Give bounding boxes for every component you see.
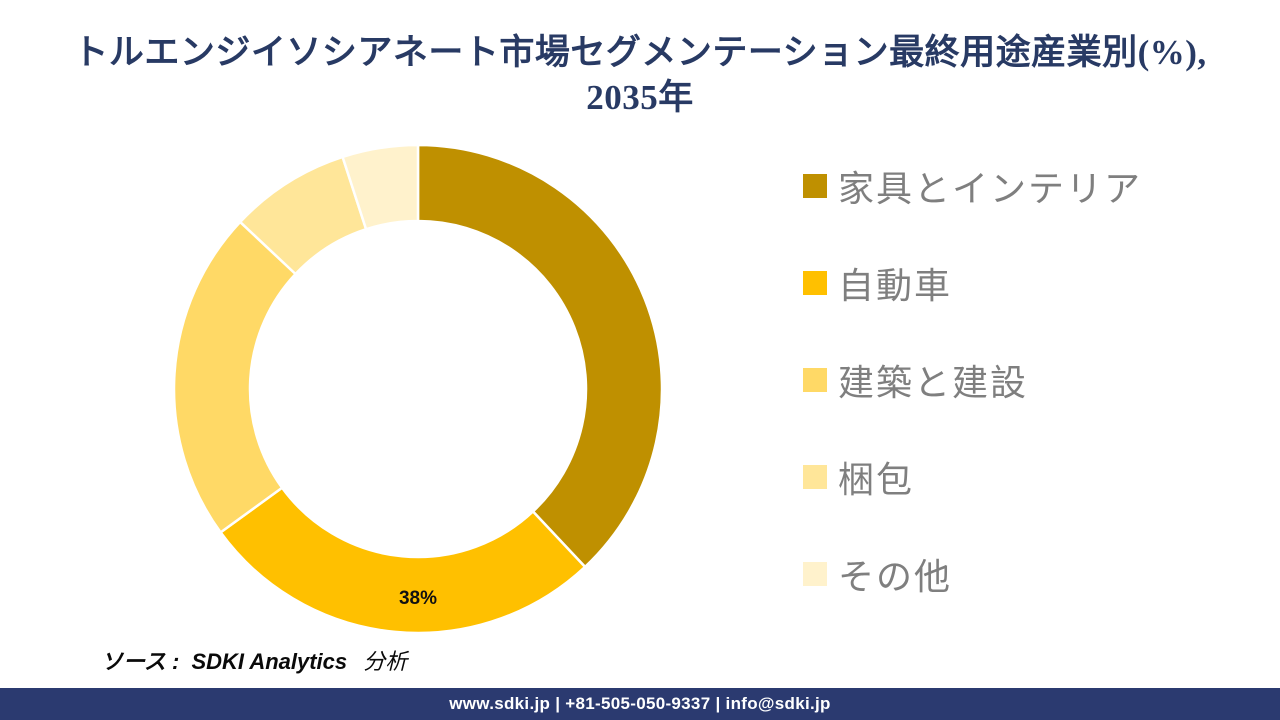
legend-label-packaging: 梱包 bbox=[838, 458, 915, 500]
legend-item-others: その他 bbox=[803, 525, 1142, 622]
legend-item-packaging: 梱包 bbox=[803, 428, 1142, 525]
legend-item-furniture-interior: 家具とインテリア bbox=[803, 137, 1142, 234]
legend-label-others: その他 bbox=[838, 555, 953, 597]
donut-segment-5 bbox=[341, 143, 420, 231]
legend-swatch-building-construction-icon bbox=[803, 367, 827, 392]
footer-contact-text: www.sdki.jp | +81-505-050-9337 | info@sd… bbox=[449, 694, 831, 713]
legend-swatch-automotive-icon bbox=[803, 270, 827, 295]
legend-label-furniture-interior: 家具とインテリア bbox=[838, 167, 1143, 209]
footer-bar: www.sdki.jp | +81-505-050-9337 | info@sd… bbox=[0, 688, 1280, 720]
legend-label-building-construction: 建築と建設 bbox=[838, 361, 1029, 403]
donut-segment-3 bbox=[172, 220, 297, 534]
legend-swatch-furniture-interior-icon bbox=[803, 173, 827, 198]
source-note: ソース : SDKI Analytics 分析 bbox=[101, 644, 407, 676]
legend-swatch-others-icon bbox=[803, 561, 827, 586]
legend-item-automotive: 自動車 bbox=[803, 234, 1142, 331]
source-note-prefix: ソース : bbox=[101, 649, 180, 674]
donut-data-label: 38% bbox=[398, 588, 438, 609]
donut-segment-2 bbox=[219, 486, 587, 635]
legend-item-building-construction: 建築と建設 bbox=[803, 331, 1142, 428]
legend-label-automotive: 自動車 bbox=[838, 264, 953, 306]
donut-segment-1 bbox=[416, 143, 664, 569]
legend-swatch-packaging-icon bbox=[803, 464, 827, 489]
chart-title: トルエンジイソシアネート市場セグメンテーション最終用途産業別(%), 2035年 bbox=[0, 30, 1280, 120]
chart-title-line2: 2035年 bbox=[586, 78, 694, 117]
chart-legend: 家具とインテリア 自動車 建築と建設 梱包 その他 bbox=[803, 137, 1142, 622]
source-note-name: SDKI Analytics bbox=[191, 649, 348, 674]
chart-title-line1: トルエンジイソシアネート市場セグメンテーション最終用途産業別(%), bbox=[73, 33, 1207, 72]
source-note-suffix: 分析 bbox=[363, 649, 408, 674]
